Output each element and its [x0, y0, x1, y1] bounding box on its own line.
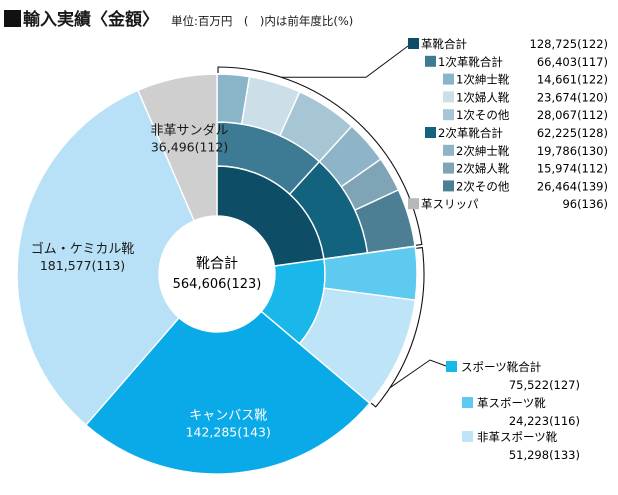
center-total-value: 564,606(123) — [173, 277, 262, 292]
legend-label-1次婦人靴: 1次婦人靴 — [456, 90, 510, 104]
legend-label-革靴合計: 革靴合計 — [421, 37, 467, 51]
legend-swatch-スポーツ靴合計 — [446, 361, 457, 372]
legend-label-2次紳士靴: 2次紳士靴 — [456, 144, 510, 158]
slice-ゴム・ケミカル靴 — [16, 89, 196, 427]
legend-label-スポーツ靴合計: スポーツ靴合計 — [461, 360, 541, 374]
legend-value-2次革靴合計: 62,225(128) — [537, 126, 608, 140]
legend-label-非革スポーツ靴: 非革スポーツ靴 — [477, 430, 558, 444]
legend: 革靴合計 128,725(122) 1次革靴合計 66,403(117) 1次紳士靴 14… — [408, 37, 608, 462]
legend-label-2次その他: 2次その他 — [456, 179, 510, 193]
legend-swatch-2次婦人靴 — [443, 162, 454, 174]
chart-subtitle: 単位:百万円 ( )内は前年度比(%) — [171, 14, 354, 28]
legend-value-1次紳士靴: 14,661(122) — [537, 73, 608, 87]
center-circle — [160, 217, 274, 331]
legend-label-2次婦人靴: 2次婦人靴 — [456, 162, 510, 176]
center-total-name: 靴合計 — [196, 256, 238, 272]
legend-value-1次婦人靴: 23,674(120) — [537, 90, 608, 104]
legend-value-革スリッパ: 96(136) — [562, 197, 608, 211]
chart-title: 輸入実績〈金額〉 — [23, 10, 159, 30]
legend-value-スポーツ靴合計: 75,522(127) — [509, 378, 580, 392]
legend-label-1次その他: 1次その他 — [456, 108, 510, 122]
legend-value-革スポーツ靴: 24,223(116) — [509, 414, 580, 428]
legend-brackets — [217, 45, 447, 408]
legend-label-1次革靴合計: 1次革靴合計 — [438, 55, 503, 69]
legend-swatch-2次革靴合計 — [425, 127, 436, 138]
leader-line-sports — [389, 359, 447, 389]
legend-swatch-2次その他 — [443, 180, 454, 192]
legend-value-1次その他: 28,067(112) — [537, 108, 608, 122]
legend-label-1次紳士靴: 1次紳士靴 — [456, 73, 510, 87]
legend-value-2次その他: 26,464(139) — [537, 179, 608, 193]
legend-label-革スリッパ: 革スリッパ — [421, 197, 479, 211]
bracket-スポーツ靴合計 — [370, 246, 425, 408]
legend-swatch-2次紳士靴 — [443, 144, 454, 156]
bracket-革靴合計 — [217, 66, 423, 246]
title-square-icon — [4, 10, 21, 27]
legend-swatch-非革スポーツ靴 — [462, 431, 473, 442]
legend-value-2次婦人靴: 15,974(112) — [537, 162, 608, 176]
label-ゴム・ケミカル靴: ゴム・ケミカル靴 — [31, 241, 135, 257]
legend-swatch-革靴合計 — [408, 38, 419, 49]
legend-label-革スポーツ靴: 革スポーツ靴 — [477, 396, 546, 410]
chart-slices — [16, 73, 418, 475]
legend-swatch-1次革靴合計 — [425, 55, 436, 67]
legend-swatch-1次紳士靴 — [443, 73, 454, 85]
legend-swatch-1次その他 — [443, 109, 454, 121]
slice-非革サンダル — [137, 73, 218, 222]
center-hole: 靴合計 564,606(123) — [160, 217, 274, 331]
legend-value-非革スポーツ靴: 51,298(133) — [509, 448, 580, 462]
label-キャンバス靴: キャンバス靴 — [189, 409, 267, 424]
title-block: 輸入実績〈金額〉 単位:百万円 ( )内は前年度比(%) — [4, 5, 354, 30]
legend-swatch-革スポーツ靴 — [462, 397, 473, 408]
legend-swatch-革スリッパ — [408, 198, 419, 210]
value-label-非革サンダル: 36,496(112) — [151, 140, 228, 155]
legend-value-1次革靴合計: 66,403(117) — [537, 55, 608, 69]
legend-label-2次革靴合計: 2次革靴合計 — [438, 126, 503, 140]
legend-value-革靴合計: 128,725(122) — [530, 37, 608, 51]
leader-line-leather — [281, 45, 409, 78]
label-非革サンダル: 非革サンダル — [151, 124, 229, 139]
legend-value-2次紳士靴: 19,786(130) — [537, 144, 608, 158]
value-label-ゴム・ケミカル靴: 181,577(113) — [40, 258, 125, 273]
slice-キャンバス靴 — [84, 310, 371, 475]
legend-swatch-1次婦人靴 — [443, 91, 454, 103]
value-label-キャンバス靴: 142,285(143) — [186, 425, 271, 440]
